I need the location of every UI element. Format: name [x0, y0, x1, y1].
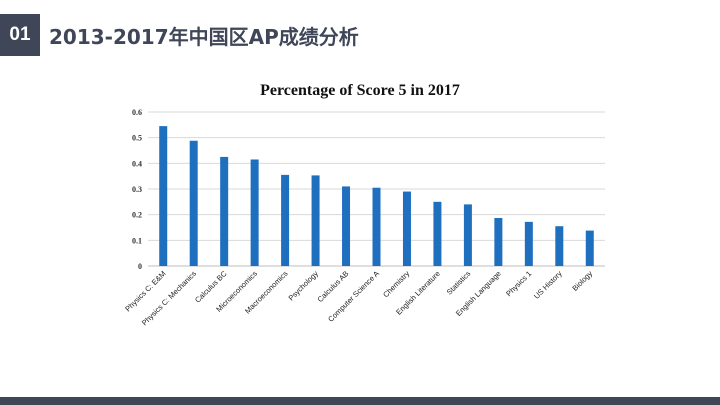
bar [189, 140, 198, 266]
y-tick-label: 0.2 [132, 211, 142, 220]
x-tick-label: Physics 1 [504, 269, 533, 298]
slide-title: 2013-2017年中国区AP成绩分析 [49, 25, 359, 49]
bar [463, 204, 472, 266]
bar [220, 156, 229, 266]
bar [342, 186, 351, 266]
x-tick-label: Computer Science A [326, 269, 381, 324]
x-tick-label: Statistics [445, 269, 473, 297]
y-tick-label: 0.1 [132, 236, 142, 245]
bar-chart: 0 0.1 0.2 0.3 0.4 0.5 0.6 Physics C: E&M Physics… [100, 72, 620, 362]
y-tick-label: 0.3 [132, 185, 142, 194]
bar [585, 230, 594, 266]
bar [402, 191, 411, 266]
y-tick-label: 0.6 [132, 108, 142, 117]
bar [555, 226, 564, 266]
bar [281, 174, 290, 266]
section-number-badge: 01 [0, 14, 40, 56]
y-tick-label: 0 [138, 262, 142, 271]
bar [372, 187, 381, 266]
y-tick-label: 0.4 [132, 159, 142, 168]
x-tick-label: Physics C: Mechanics [140, 269, 198, 327]
bar [159, 126, 168, 266]
chart-title: Percentage of Score 5 in 2017 [260, 82, 460, 99]
bar [311, 175, 320, 266]
bar [494, 218, 503, 266]
x-tick-label: Biology [570, 269, 594, 293]
footer-bar [0, 397, 720, 405]
bar [250, 159, 259, 266]
x-tick-label: US History [532, 269, 564, 301]
bar [524, 221, 533, 266]
y-tick-label: 0.5 [132, 134, 142, 143]
bar [433, 201, 442, 266]
x-tick-label: Chemistry [381, 269, 411, 299]
